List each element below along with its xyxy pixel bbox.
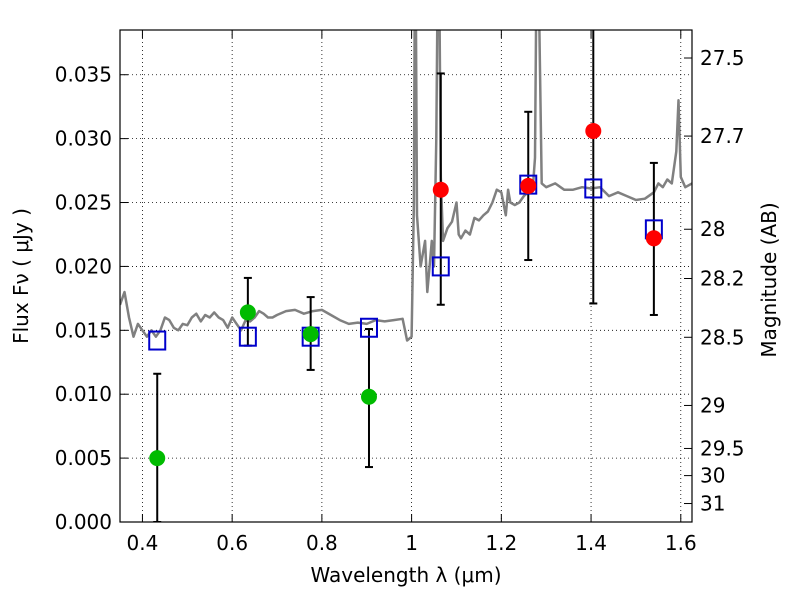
y2-tick-label: 28.2 — [700, 266, 745, 290]
data-points — [148, 122, 663, 467]
y2-tick-label: 27.5 — [700, 46, 745, 70]
y-tick-label: 0.035 — [55, 63, 112, 87]
y-tick-label: 0.005 — [55, 446, 112, 470]
x-tick-label: 1 — [405, 531, 418, 555]
x-tick-label: 0.8 — [306, 531, 338, 555]
y2-tick-label: 27.7 — [700, 124, 745, 148]
y2-tick-label: 30 — [700, 464, 725, 488]
y2-tick-label: 29 — [700, 393, 725, 417]
model-spectrum — [120, 30, 692, 342]
observed-point — [239, 304, 256, 321]
grid — [120, 30, 692, 523]
x-axis-label: Wavelength λ (μm) — [310, 563, 501, 587]
y-tick-label: 0.020 — [55, 254, 112, 278]
observed-point — [149, 450, 166, 467]
error-bars — [153, 30, 658, 522]
x-tick-label: 1.4 — [575, 531, 607, 555]
observed-point — [585, 122, 602, 139]
y-tick-label: 0.015 — [55, 318, 112, 342]
model-square-point — [148, 330, 167, 351]
y2-tick-label: 28 — [700, 217, 725, 241]
y-axis-label: Flux Fν ( μJy ) — [9, 208, 33, 344]
model-square-point — [584, 178, 603, 199]
plot-frame — [119, 29, 693, 523]
model-square-point — [238, 326, 257, 347]
y2-tick-label: 31 — [700, 492, 725, 516]
model-square-point — [359, 317, 378, 338]
model-square-point — [431, 256, 450, 277]
observed-point — [302, 326, 319, 343]
spectrum-line — [120, 30, 692, 342]
y2-tick-label: 28.5 — [700, 325, 745, 349]
x-tick-label: 1.6 — [665, 531, 697, 555]
observed-point — [645, 230, 662, 247]
x-tick-label: 0.4 — [127, 531, 159, 555]
y2-tick-label: 29.5 — [700, 436, 745, 460]
x-tick-label: 0.6 — [216, 531, 248, 555]
ticks: 0.4 0.6 0.8 1 1.2 1.4 1.6 0.000 0.005 0.010 0.015 0… — [55, 30, 745, 555]
observed-point — [520, 177, 537, 194]
y-tick-label: 0.000 — [55, 510, 112, 534]
observed-point — [432, 181, 449, 198]
y-tick-label: 0.010 — [55, 382, 112, 406]
x-tick-label: 1.2 — [485, 531, 517, 555]
y-tick-label: 0.025 — [55, 191, 112, 215]
y-tick-label: 0.030 — [55, 127, 112, 151]
y2-axis-label: Magnitude (AB) — [757, 202, 781, 357]
observed-point — [360, 388, 377, 405]
